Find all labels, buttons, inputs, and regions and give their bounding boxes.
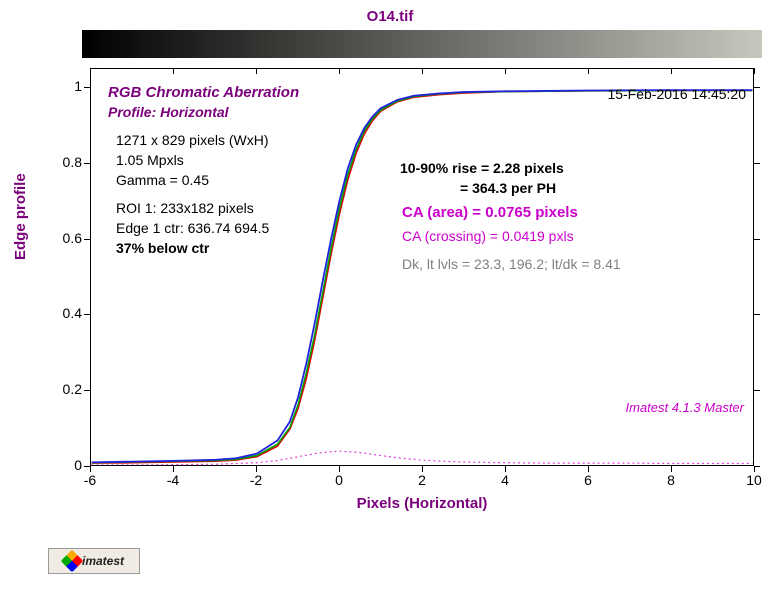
imatest-logo: imatest (48, 548, 140, 574)
x-tick-label: -4 (167, 472, 179, 488)
x-tick (505, 68, 506, 74)
y-axis-label: Edge profile (12, 173, 29, 260)
gradient-strip (82, 30, 762, 58)
x-tick (588, 68, 589, 74)
y-tick-label: 1 (42, 78, 82, 94)
info-rise2: = 364.3 per PH (460, 180, 556, 196)
y-tick (754, 466, 760, 467)
x-tick (671, 68, 672, 74)
info-rise1: 10-90% rise = 2.28 pixels (400, 160, 564, 176)
info-dims: 1271 x 829 pixels (WxH) (116, 132, 269, 148)
y-tick (84, 163, 90, 164)
x-tick (754, 68, 755, 74)
info-title: RGB Chromatic Aberration (108, 84, 299, 101)
info-ca-area: CA (area) = 0.0765 pixels (402, 204, 578, 221)
info-profile: Profile: Horizontal (108, 104, 229, 120)
info-edge-ctr: Edge 1 ctr: 636.74 694.5 (116, 220, 269, 236)
x-tick-label: 10 (746, 472, 762, 488)
x-tick-label: -6 (84, 472, 96, 488)
y-tick (754, 87, 760, 88)
y-tick-label: 0.8 (42, 154, 82, 170)
info-roi: ROI 1: 233x182 pixels (116, 200, 254, 216)
x-tick (422, 68, 423, 74)
imatest-logo-text: imatest (82, 554, 124, 568)
y-tick-label: 0.2 (42, 381, 82, 397)
info-below: 37% below ctr (116, 240, 209, 256)
y-tick (84, 239, 90, 240)
watermark: Imatest 4.1.3 Master (626, 400, 745, 415)
chart-title: O14.tif (0, 8, 780, 25)
y-tick (84, 390, 90, 391)
x-tick (256, 68, 257, 74)
y-tick (754, 163, 760, 164)
y-tick (754, 239, 760, 240)
info-dk: Dk, lt lvls = 23.3, 196.2; lt/dk = 8.41 (402, 256, 621, 272)
x-tick-label: -2 (250, 472, 262, 488)
timestamp: 15-Feb-2016 14:45:20 (607, 86, 746, 102)
y-tick-label: 0.6 (42, 230, 82, 246)
imatest-logo-icon (61, 550, 84, 573)
y-tick (84, 314, 90, 315)
x-tick-label: 4 (501, 472, 509, 488)
y-tick (84, 466, 90, 467)
info-gamma: Gamma = 0.45 (116, 172, 209, 188)
x-tick-label: 0 (335, 472, 343, 488)
y-tick-label: 0 (42, 457, 82, 473)
x-tick (173, 68, 174, 74)
x-tick-label: 8 (667, 472, 675, 488)
y-tick-label: 0.4 (42, 305, 82, 321)
x-tick (90, 68, 91, 74)
x-tick-label: 2 (418, 472, 426, 488)
y-tick (754, 390, 760, 391)
x-tick (339, 68, 340, 74)
x-axis-label: Pixels (Horizontal) (90, 495, 754, 512)
info-ca-cross: CA (crossing) = 0.0419 pxls (402, 228, 574, 244)
y-tick (84, 87, 90, 88)
x-tick-label: 6 (584, 472, 592, 488)
series-ca-dotted (92, 451, 753, 465)
info-mpx: 1.05 Mpxls (116, 152, 184, 168)
y-tick (754, 314, 760, 315)
